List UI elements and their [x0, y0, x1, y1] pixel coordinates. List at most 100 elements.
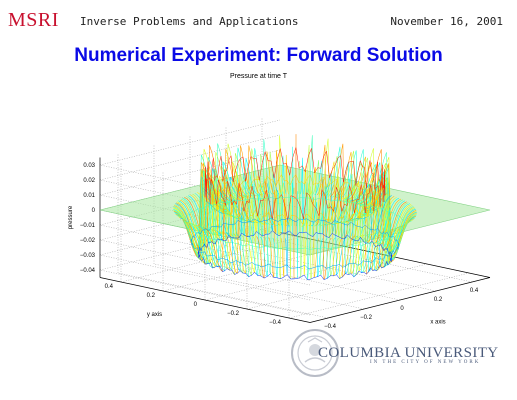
surface-mesh-line [338, 186, 373, 276]
surface-mesh-line [264, 215, 278, 274]
surface-mesh-line [218, 171, 252, 276]
surface-mesh-line [301, 216, 307, 276]
surface-mesh-line [325, 155, 350, 237]
grid-line [288, 272, 470, 319]
surface-mesh-line [355, 165, 402, 247]
surface-mesh-line [268, 189, 280, 278]
grid-line [189, 254, 401, 301]
surface-mesh-line [289, 186, 293, 280]
surface-mesh-line [317, 185, 336, 280]
surface-mesh-line [291, 146, 294, 235]
surface-mesh-line [266, 173, 280, 231]
surface-contour-line [184, 196, 406, 250]
x-tick-label: 0.4 [470, 288, 479, 294]
y-tick-label: 0.2 [147, 293, 156, 299]
surface-mesh-line [315, 178, 332, 280]
surface-mesh-line [283, 154, 289, 234]
surface-mesh-line [200, 200, 242, 267]
surface-mesh-line [270, 149, 282, 234]
surface-mesh-line [295, 134, 297, 236]
y-tick-label: 0 [194, 302, 198, 308]
institution-name: COLUMBIA UNIVERSITY [318, 345, 499, 361]
z-tick-label: −0.02 [80, 238, 96, 244]
surface-mesh-line [348, 157, 390, 245]
grid-line [153, 263, 365, 310]
surface-mesh-line [332, 177, 361, 236]
surface-mesh-line [242, 148, 266, 236]
surface-mesh-line [303, 182, 311, 280]
z-tick-label: −0.03 [80, 253, 96, 259]
surface-mesh-line [293, 187, 295, 279]
surface-mesh-line [229, 194, 258, 274]
grid-line [99, 269, 311, 316]
y-tick-label: −0.2 [227, 311, 240, 317]
slide-title: Numerical Experiment: Forward Solution [74, 45, 443, 66]
grid-line [261, 236, 473, 283]
z-tick-label: −0.04 [80, 268, 96, 274]
surface-contour-line [211, 173, 379, 226]
plot-title: Pressure at time T [229, 73, 288, 80]
surface-contour-line [204, 147, 386, 221]
surface-mesh-line [256, 179, 273, 279]
surface-mesh-line [333, 197, 363, 276]
surface-mesh-line [178, 171, 229, 248]
surface-mesh-line [186, 173, 234, 244]
surface-mesh-line [227, 176, 258, 235]
surface-mesh-line [341, 181, 378, 239]
x-axis-label: x axis [430, 320, 445, 326]
z-tick-label: 0.02 [83, 178, 95, 184]
y-tick-label: 0.4 [105, 284, 114, 290]
surface-mesh-line [314, 160, 331, 234]
surface-mesh-line [276, 184, 285, 279]
surface-mesh-line [260, 194, 276, 277]
axis-line [309, 277, 491, 323]
surface-mesh-line [336, 173, 369, 278]
z-tick-label: 0.01 [83, 193, 95, 199]
z-axis-label: pressure [68, 205, 74, 229]
conference-title: Inverse Problems and Applications [80, 15, 299, 28]
msri-logo: MSRI [8, 9, 59, 31]
columbia-seal-icon [291, 329, 339, 377]
surface-mesh-line [320, 202, 340, 277]
x-tick-label: −0.4 [324, 324, 337, 330]
surface-mesh-line [310, 201, 324, 277]
x-tick-label: −0.2 [360, 315, 373, 321]
grid-line [204, 254, 386, 301]
surface-mesh-line [193, 175, 238, 269]
surface-mesh-line [195, 189, 239, 267]
surface-mesh-line [280, 198, 288, 278]
surface-mesh-line [313, 212, 328, 276]
surface-mesh-line [209, 199, 247, 270]
surface-mesh-line [225, 206, 256, 272]
grid-line [246, 263, 428, 310]
surface-mesh-line [306, 186, 316, 280]
slide-header: MSRI Inverse Problems and Applications N… [0, 0, 517, 40]
surface-mesh-line [232, 195, 260, 275]
surface-mesh-line [188, 201, 235, 264]
grid-line [99, 224, 311, 271]
presentation-date: November 16, 2001 [390, 15, 503, 28]
surface-mesh-line [284, 217, 290, 275]
z-tick-label: −0.01 [80, 223, 96, 229]
x-tick-label: 0.2 [434, 297, 443, 303]
surface-mesh-line [215, 197, 251, 271]
surface-contour-line [191, 217, 399, 269]
surface-mesh-line [349, 183, 392, 242]
surface-contour-line [197, 230, 393, 280]
axis-line [99, 277, 311, 323]
surface-mesh-line [322, 200, 344, 277]
grid-line [117, 272, 329, 319]
surface-mesh-line [297, 161, 301, 233]
y-tick-label: −0.4 [269, 320, 282, 326]
surface-mesh-line [357, 162, 406, 249]
z-tick-label: 0.03 [83, 163, 95, 169]
zero-plane [99, 164, 491, 256]
surface-mesh-line [236, 174, 262, 278]
surface-mesh-line [222, 184, 254, 274]
surface-mesh-line [300, 157, 306, 233]
surface-mesh-line [359, 172, 409, 249]
y-axis-label: y axis [147, 312, 162, 318]
institution-subtitle: IN THE CITY OF NEW YORK [370, 360, 481, 365]
surface-mesh-line [180, 200, 230, 259]
